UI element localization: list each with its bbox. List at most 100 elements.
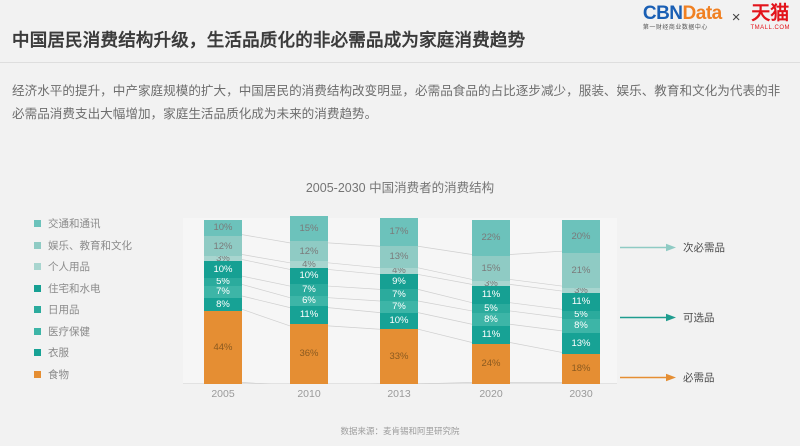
bar-segment[interactable]: 8%: [562, 319, 600, 333]
bar-segment[interactable]: 15%: [290, 216, 328, 242]
bar-segment-value: 33%: [389, 350, 409, 362]
bar-segment-value: 13%: [571, 337, 591, 349]
x-axis-tick: 2005: [211, 388, 235, 400]
bar-segment-value: 15%: [299, 223, 319, 235]
bar-column[interactable]: 20% 21% 3% 11% 5%8% 13% 18%: [562, 219, 600, 384]
bar-segment[interactable]: 15%: [472, 256, 510, 282]
bar-segment[interactable]: 5%: [472, 304, 510, 313]
bar-segment[interactable]: 13%: [380, 246, 418, 268]
lede-paragraph: 经济水平的提升，中产家庭规模的扩大，中国居民的消费结构改变明显，必需品食品的占比…: [12, 84, 781, 122]
bar-segment[interactable]: 11%: [290, 306, 328, 325]
legend-item-label: 衣服: [48, 347, 69, 360]
legend-item[interactable]: 医疗保健: [34, 321, 174, 343]
annotation-item: 必需品: [620, 370, 715, 385]
bar-segment-value: 4%: [302, 261, 316, 268]
logo-cross-icon: ×: [731, 9, 741, 26]
legend-item-label: 交通和通讯: [48, 218, 101, 231]
legend-item[interactable]: 交通和通讯: [34, 213, 174, 235]
bar-column[interactable]: 17% 13% 4% 9% 7% 7% 10% 33%: [380, 218, 418, 384]
bar-segment[interactable]: 7%: [290, 284, 328, 297]
bar-segment[interactable]: 5%: [562, 310, 600, 320]
legend-item-label: 食物: [48, 368, 69, 381]
category-annotations: 次必需品 可选品 必需品: [620, 218, 795, 388]
bar-segment[interactable]: 8%: [472, 312, 510, 326]
source-note: 数据来源：麦肯锡和阿里研究院: [340, 426, 460, 436]
bar-segment-value: 17%: [389, 226, 409, 238]
arrow-right-icon: [620, 313, 676, 322]
bar-segment[interactable]: 24%: [472, 344, 510, 384]
legend-swatch-icon: [34, 349, 41, 357]
bar-segment[interactable]: 4%: [290, 261, 328, 268]
legend-item[interactable]: 衣服: [34, 342, 174, 364]
bar-segment-value: 21%: [571, 264, 591, 276]
bar-segment[interactable]: 3%: [204, 256, 242, 262]
arrow-right-icon: [620, 373, 676, 382]
cbndata-wordmark: CBNData: [643, 4, 722, 23]
legend-item[interactable]: 娱乐、教育和文化: [34, 235, 174, 257]
bar-segment[interactable]: 4%: [380, 267, 418, 275]
legend-item[interactable]: 食物: [34, 364, 174, 386]
page-title: 中国居民消费结构升级，生活品质化的非必需品成为家庭消费趋势: [12, 30, 526, 50]
legend-item[interactable]: 个人用品: [34, 256, 174, 278]
bar-segment[interactable]: 10%: [290, 267, 328, 285]
bar-segment[interactable]: 13%: [562, 332, 600, 355]
chart-title: 2005-2030 中国消费者的消费结构: [305, 181, 495, 195]
bar-segment[interactable]: 10%: [204, 261, 242, 278]
bar-segment[interactable]: 6%: [290, 296, 328, 306]
bar-segment[interactable]: 5%: [204, 277, 242, 287]
x-axis-tick: 2020: [479, 388, 503, 400]
cbndata-cbn-text: CBN: [642, 3, 683, 24]
annotation-label: 必需品: [683, 372, 715, 384]
legend-swatch-icon: [34, 263, 41, 271]
bar-segment-value: 20%: [571, 230, 591, 242]
tmall-wordmark: 天猫: [751, 3, 790, 24]
bar-segment-value: 8%: [216, 298, 230, 310]
bar-segment-value: 10%: [389, 315, 409, 327]
bar-segment-value: 13%: [389, 251, 409, 263]
bar-segment[interactable]: 21%: [562, 252, 600, 288]
bar-segment-value: 22%: [481, 232, 501, 244]
legend-swatch-icon: [34, 241, 41, 249]
bar-segment-value: 7%: [302, 284, 316, 296]
brand-logos: CBNData 第一财经商业数据中心 × 天猫 TMALL.COM: [643, 4, 790, 31]
bar-segment[interactable]: 12%: [290, 241, 328, 262]
bar-segment[interactable]: 11%: [472, 325, 510, 345]
bar-segment[interactable]: 33%: [380, 329, 418, 384]
bar-segment[interactable]: 12%: [204, 236, 242, 257]
bar-segment[interactable]: 18%: [562, 354, 600, 384]
bar-segment[interactable]: 17%: [380, 218, 418, 247]
bar-segment[interactable]: 11%: [472, 286, 510, 305]
bar-segment[interactable]: 7%: [380, 301, 418, 313]
bar-segment-value: 24%: [481, 358, 501, 370]
cbndata-logo: CBNData 第一财经商业数据中心: [643, 4, 722, 31]
cbndata-data-text: Data: [682, 3, 723, 24]
legend-item-label: 日用品: [48, 304, 80, 317]
bar-segment-value: 7%: [392, 301, 406, 313]
bar-segment-value: 3%: [484, 281, 498, 286]
bar-segment-value: 12%: [213, 240, 233, 252]
bar-segment[interactable]: 22%: [472, 219, 510, 257]
bar-segment[interactable]: 10%: [380, 312, 418, 330]
bar-column[interactable]: 22% 15% 3% 11% 5%8% 11% 24%: [472, 219, 510, 384]
bar-segment[interactable]: 7%: [380, 289, 418, 302]
bar-segment[interactable]: 9%: [380, 274, 418, 290]
legend-item[interactable]: 住宅和水电: [34, 278, 174, 300]
header-divider: [0, 62, 800, 63]
bar-segment[interactable]: 36%: [290, 324, 328, 384]
legend-item-label: 个人用品: [48, 261, 90, 274]
bar-segment[interactable]: 8%: [204, 297, 242, 311]
bar-segment-value: 3%: [216, 256, 230, 261]
bar-segment[interactable]: 20%: [562, 219, 600, 253]
bar-column[interactable]: 15% 12% 4% 10% 7% 6% 11% 36%: [290, 216, 328, 384]
annotation-label: 次必需品: [683, 242, 725, 254]
bar-segment[interactable]: 3%: [472, 281, 510, 287]
bar-segment[interactable]: 3%: [562, 287, 600, 293]
bar-column[interactable]: 10% 12% 3% 10% 5%7%8% 44%: [204, 219, 242, 384]
bar-segment[interactable]: 10%: [204, 219, 242, 237]
bar-segment-value: 10%: [213, 263, 233, 275]
bar-segment[interactable]: 44%: [204, 310, 242, 384]
legend-item[interactable]: 日用品: [34, 299, 174, 321]
bar-segment[interactable]: 11%: [562, 292, 600, 311]
bar-segment[interactable]: 7%: [204, 286, 242, 298]
arrow-right-icon: [620, 243, 676, 252]
